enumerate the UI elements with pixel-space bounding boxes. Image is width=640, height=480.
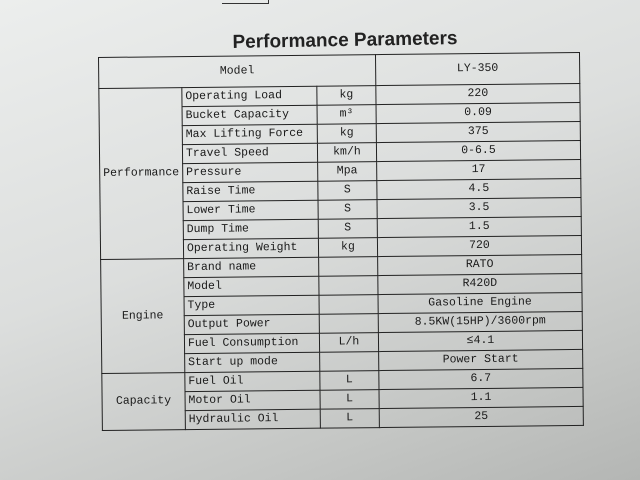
unit xyxy=(319,313,379,334)
param-name: Pressure xyxy=(182,162,318,183)
unit xyxy=(318,275,378,296)
param-name: Travel Speed xyxy=(182,143,318,164)
value: 4.5 xyxy=(376,178,581,200)
unit: kg xyxy=(318,237,378,258)
unit: L xyxy=(319,370,379,391)
param-name: Max Lifting Force xyxy=(182,124,318,145)
param-name: Raise Time xyxy=(182,181,318,202)
value: 17 xyxy=(376,159,581,181)
value: 0-6.5 xyxy=(376,140,581,162)
group-label: Performance xyxy=(98,87,184,260)
param-name: Brand name xyxy=(183,257,319,278)
param-name: Type xyxy=(183,295,320,316)
param-name: Start up mode xyxy=(184,352,320,373)
value: R420D xyxy=(377,273,582,295)
unit xyxy=(319,351,379,372)
unit: m³ xyxy=(316,104,377,125)
unit: kg xyxy=(316,85,376,106)
top-edge-mark xyxy=(222,0,269,4)
value: 375 xyxy=(376,121,581,143)
parameters-table: Model LY-350 Performance Operating Load kg… xyxy=(98,52,584,431)
param-name: Model xyxy=(183,276,319,297)
param-name: Bucket Capacity xyxy=(181,105,318,126)
param-name: Motor Oil xyxy=(184,390,321,411)
unit: kg xyxy=(317,123,377,144)
param-name: Hydraulic Oil xyxy=(185,409,321,430)
value: 3.5 xyxy=(376,197,582,219)
value: 1.1 xyxy=(378,387,584,409)
unit: L xyxy=(320,408,380,429)
param-name: Fuel Oil xyxy=(184,371,320,392)
unit: S xyxy=(317,199,378,220)
unit: Mpa xyxy=(317,161,377,182)
unit: L/h xyxy=(319,332,379,353)
value: ≤4.1 xyxy=(378,330,583,352)
value: RATO xyxy=(377,254,582,276)
value: 6.7 xyxy=(378,368,583,390)
value: 0.09 xyxy=(375,102,581,124)
value: Power Start xyxy=(378,349,583,371)
header-row: Model LY-350 xyxy=(98,52,580,89)
group-label: Engine xyxy=(100,258,185,374)
value: 720 xyxy=(377,235,582,257)
value: 1.5 xyxy=(377,216,582,238)
param-name: Operating Weight xyxy=(183,238,319,259)
unit: S xyxy=(317,180,377,201)
param-name: Dump Time xyxy=(183,219,319,240)
param-name: Operating Load xyxy=(181,86,317,107)
group-label: Capacity xyxy=(101,372,186,431)
value: 220 xyxy=(375,83,581,105)
value: 8.5KW(15HP)/3600rpm xyxy=(378,311,583,333)
model-label: Model xyxy=(98,54,376,89)
unit xyxy=(318,256,378,277)
value: Gasoline Engine xyxy=(377,292,583,314)
unit xyxy=(318,294,379,315)
param-name: Fuel Consumption xyxy=(184,333,320,354)
model-value: LY-350 xyxy=(375,52,580,86)
unit: S xyxy=(318,218,378,239)
unit: km/h xyxy=(317,142,377,163)
param-name: Output Power xyxy=(184,314,320,335)
value: 25 xyxy=(379,406,584,428)
param-name: Lower Time xyxy=(182,200,319,221)
unit: L xyxy=(319,389,380,410)
